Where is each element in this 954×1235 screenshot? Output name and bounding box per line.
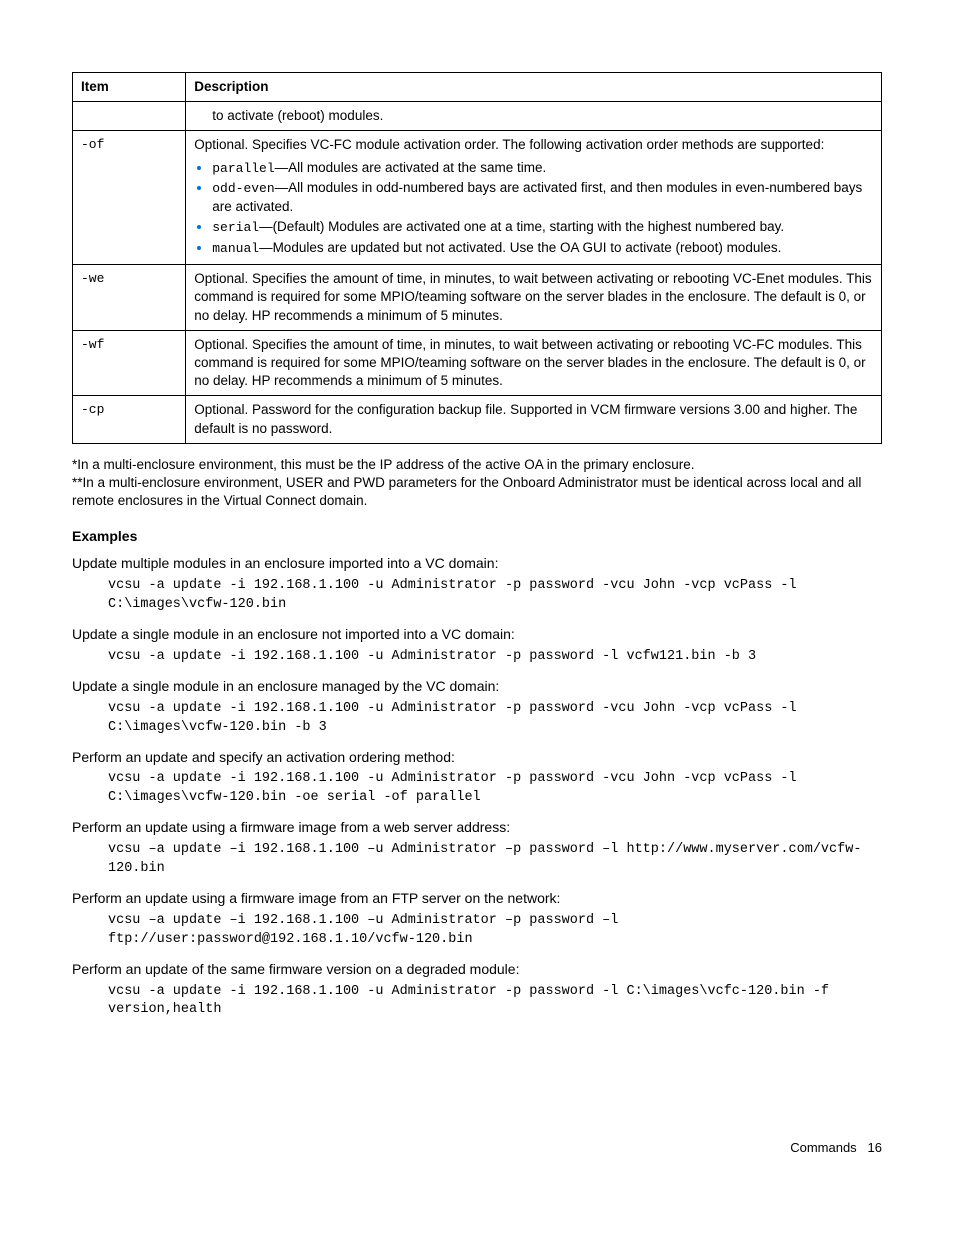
example-code: vcsu -a update -i 192.168.1.100 -u Admin… bbox=[108, 700, 882, 738]
footnotes: *In a multi-enclosure environment, this … bbox=[72, 456, 882, 511]
footer-page: 16 bbox=[868, 1140, 882, 1155]
table-row: -wfOptional. Specifies the amount of tim… bbox=[73, 330, 882, 396]
table-cell-item: -cp bbox=[73, 396, 186, 443]
example-code: vcsu -a update -i 192.168.1.100 -u Admin… bbox=[108, 770, 882, 808]
example-code: vcsu -a update -i 192.168.1.100 -u Admin… bbox=[108, 983, 882, 1021]
example-intro: Update multiple modules in an enclosure … bbox=[72, 554, 882, 573]
table-cell-item: -of bbox=[73, 131, 186, 265]
options-table: Item Description to activate (reboot) mo… bbox=[72, 72, 882, 444]
example-intro: Update a single module in an enclosure m… bbox=[72, 677, 882, 696]
table-cell-desc: Optional. Password for the configuration… bbox=[186, 396, 882, 443]
table-cell-item: -wf bbox=[73, 330, 186, 396]
table-cell-item: -we bbox=[73, 265, 186, 331]
examples-heading: Examples bbox=[72, 528, 882, 544]
table-cell-desc: Optional. Specifies the amount of time, … bbox=[186, 265, 882, 331]
example-intro: Update a single module in an enclosure n… bbox=[72, 625, 882, 644]
table-row: -cpOptional. Password for the configurat… bbox=[73, 396, 882, 443]
example-code: vcsu –a update –i 192.168.1.100 –u Admin… bbox=[108, 912, 882, 950]
table-row: to activate (reboot) modules. bbox=[73, 102, 882, 131]
table-cell-desc: Optional. Specifies the amount of time, … bbox=[186, 330, 882, 396]
example-code: vcsu -a update -i 192.168.1.100 -u Admin… bbox=[108, 648, 882, 667]
example-intro: Perform an update using a firmware image… bbox=[72, 818, 882, 837]
table-row: -weOptional. Specifies the amount of tim… bbox=[73, 265, 882, 331]
table-cell-desc: Optional. Specifies VC-FC module activat… bbox=[186, 131, 882, 265]
example-intro: Perform an update of the same firmware v… bbox=[72, 960, 882, 979]
table-header-item: Item bbox=[73, 73, 186, 102]
table-header-desc: Description bbox=[186, 73, 882, 102]
example-intro: Perform an update and specify an activat… bbox=[72, 748, 882, 767]
page-footer: Commands 16 bbox=[72, 1140, 882, 1155]
table-cell-desc: to activate (reboot) modules. bbox=[186, 102, 882, 131]
example-code: vcsu -a update -i 192.168.1.100 -u Admin… bbox=[108, 577, 882, 615]
example-intro: Perform an update using a firmware image… bbox=[72, 889, 882, 908]
table-cell-item bbox=[73, 102, 186, 131]
table-row: -ofOptional. Specifies VC-FC module acti… bbox=[73, 131, 882, 265]
footer-section: Commands bbox=[790, 1140, 856, 1155]
example-code: vcsu –a update –i 192.168.1.100 –u Admin… bbox=[108, 841, 882, 879]
